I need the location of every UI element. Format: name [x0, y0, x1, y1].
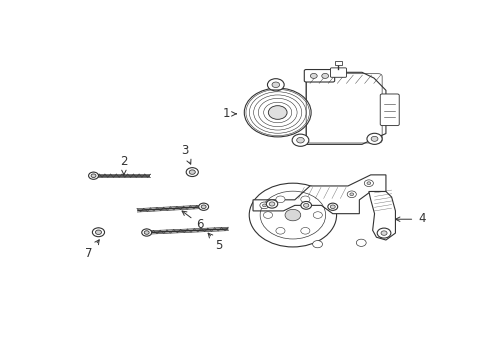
- Circle shape: [142, 229, 151, 236]
- Polygon shape: [253, 175, 386, 214]
- Circle shape: [272, 82, 280, 87]
- Circle shape: [285, 209, 301, 221]
- Circle shape: [350, 193, 354, 196]
- Text: 4: 4: [418, 212, 426, 225]
- Circle shape: [96, 230, 101, 234]
- Circle shape: [276, 228, 285, 234]
- Circle shape: [89, 172, 98, 179]
- Circle shape: [310, 73, 317, 78]
- Circle shape: [269, 106, 287, 119]
- Circle shape: [189, 170, 196, 174]
- Circle shape: [199, 203, 209, 210]
- Circle shape: [328, 203, 338, 210]
- Circle shape: [245, 88, 311, 137]
- Text: 6: 6: [182, 211, 203, 231]
- Circle shape: [249, 183, 337, 247]
- Circle shape: [267, 200, 278, 208]
- FancyBboxPatch shape: [304, 69, 335, 82]
- Circle shape: [201, 205, 206, 208]
- Text: 5: 5: [208, 233, 222, 252]
- Text: 3: 3: [181, 144, 191, 164]
- Circle shape: [264, 212, 272, 219]
- Circle shape: [356, 239, 366, 246]
- Circle shape: [347, 191, 356, 198]
- Circle shape: [292, 134, 309, 146]
- Circle shape: [276, 196, 285, 203]
- Circle shape: [186, 168, 198, 176]
- FancyBboxPatch shape: [330, 68, 346, 77]
- Circle shape: [381, 231, 387, 235]
- Circle shape: [260, 202, 269, 209]
- Circle shape: [269, 202, 275, 206]
- Bar: [335, 61, 343, 66]
- Circle shape: [301, 202, 312, 209]
- Text: 2: 2: [120, 156, 128, 175]
- Circle shape: [371, 136, 378, 141]
- Circle shape: [330, 205, 335, 208]
- Circle shape: [313, 240, 322, 248]
- Text: 7: 7: [85, 240, 99, 261]
- FancyBboxPatch shape: [380, 94, 399, 126]
- Circle shape: [93, 228, 104, 237]
- Circle shape: [303, 203, 309, 207]
- Text: 1: 1: [222, 107, 236, 120]
- Circle shape: [297, 138, 304, 143]
- Circle shape: [313, 212, 322, 219]
- Circle shape: [268, 79, 284, 91]
- Polygon shape: [369, 192, 395, 240]
- Circle shape: [91, 174, 96, 177]
- Circle shape: [144, 231, 149, 234]
- Circle shape: [367, 182, 371, 185]
- Circle shape: [301, 196, 310, 203]
- Polygon shape: [306, 72, 386, 144]
- Circle shape: [322, 73, 329, 78]
- Circle shape: [377, 228, 391, 238]
- Circle shape: [367, 133, 382, 144]
- Circle shape: [364, 180, 373, 186]
- Circle shape: [301, 228, 310, 234]
- Circle shape: [263, 204, 267, 207]
